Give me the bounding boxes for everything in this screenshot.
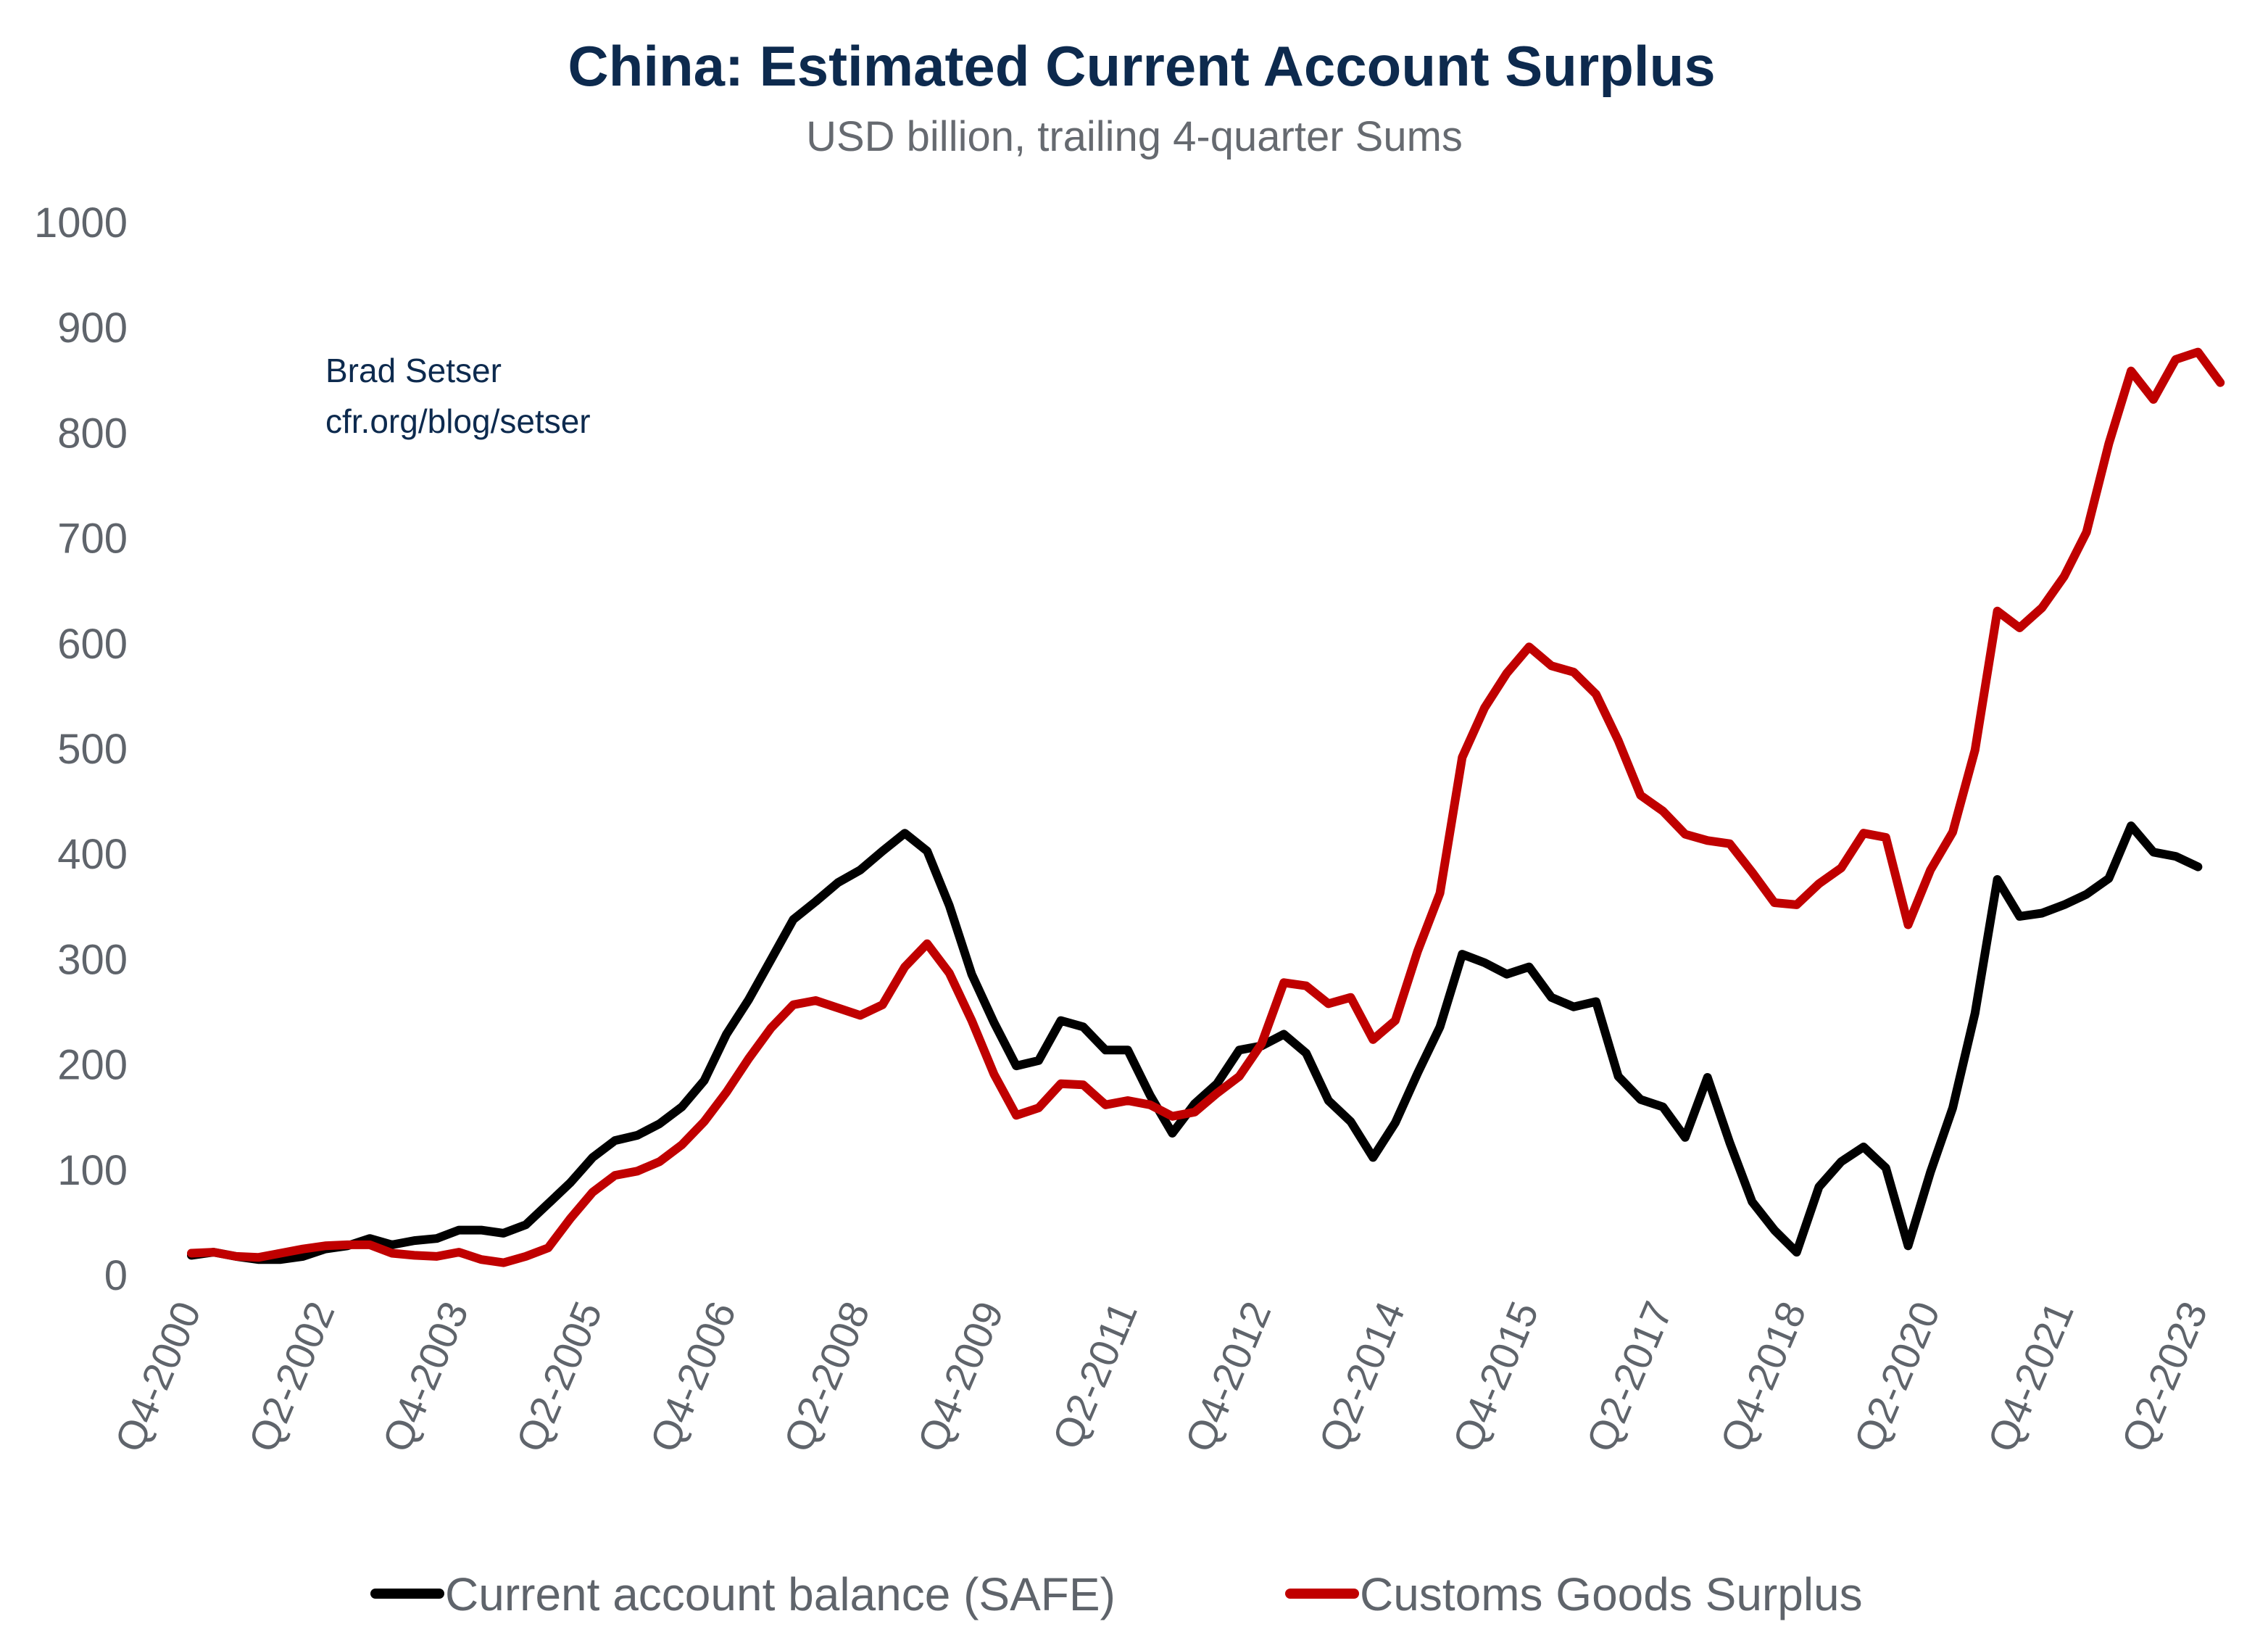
x-tick-label: Q4-2021 <box>1979 1295 2082 1458</box>
y-tick-label: 100 <box>57 1147 128 1194</box>
chart-subtitle: USD billion, trailing 4-quarter Sums <box>806 113 1463 160</box>
y-tick-label: 200 <box>57 1042 128 1089</box>
y-tick-label: 0 <box>104 1252 128 1299</box>
series-line-customs-surplus <box>187 347 2225 1267</box>
legend: Current account balance (SAFE) Customs G… <box>370 1568 1863 1620</box>
y-tick-label: 500 <box>57 726 128 773</box>
y-tick-label: 700 <box>57 515 128 563</box>
x-tick-label: Q2-2008 <box>775 1295 878 1458</box>
x-tick-label: Q2-2005 <box>507 1295 611 1458</box>
y-tick-label: 900 <box>57 305 128 352</box>
x-tick-label: Q2-2014 <box>1310 1295 1413 1458</box>
x-tick-label: Q2-2020 <box>1845 1295 1948 1458</box>
y-tick-label: 300 <box>57 936 128 983</box>
url-annotation: cfr.org/blog/setser <box>325 402 591 440</box>
author-annotation: Brad Setser <box>325 352 502 389</box>
x-tick-label: Q2-2011 <box>1043 1295 1146 1455</box>
legend-label-current-account: Current account balance (SAFE) <box>445 1568 1116 1620</box>
x-tick-label: Q4-2018 <box>1711 1295 1815 1458</box>
x-tick-label: Q4-2009 <box>908 1295 1012 1458</box>
x-tick-label: Q2-2023 <box>2112 1295 2216 1458</box>
x-tick-label: Q4-2015 <box>1443 1295 1547 1458</box>
y-tick-label: 600 <box>57 621 128 668</box>
series-line-current-account <box>187 821 2203 1264</box>
y-tick-label: 400 <box>57 831 128 878</box>
x-axis: Q4-2000 Q2-2002 Q4-2003 Q2-2005 Q4-2006 Q2-20… <box>106 1295 2217 1458</box>
x-tick-label: Q4-2012 <box>1176 1295 1279 1458</box>
legend-label-customs-surplus: Customs Goods Surplus <box>1360 1568 1863 1620</box>
y-tick-label: 1000 <box>34 199 128 247</box>
plot-area <box>187 347 2225 1267</box>
y-axis: 0 100 200 300 400 500 600 700 800 900 1000 <box>34 199 128 1299</box>
y-tick-label: 800 <box>57 410 128 457</box>
x-tick-label: Q4-2006 <box>641 1295 744 1458</box>
x-tick-label: Q2-2002 <box>239 1295 343 1458</box>
x-tick-label: Q4-2003 <box>373 1295 477 1458</box>
x-tick-label: Q2-2017 <box>1577 1295 1681 1458</box>
x-tick-label: Q4-2000 <box>106 1295 209 1458</box>
chart-title: China: Estimated Current Account Surplus <box>568 34 1715 98</box>
